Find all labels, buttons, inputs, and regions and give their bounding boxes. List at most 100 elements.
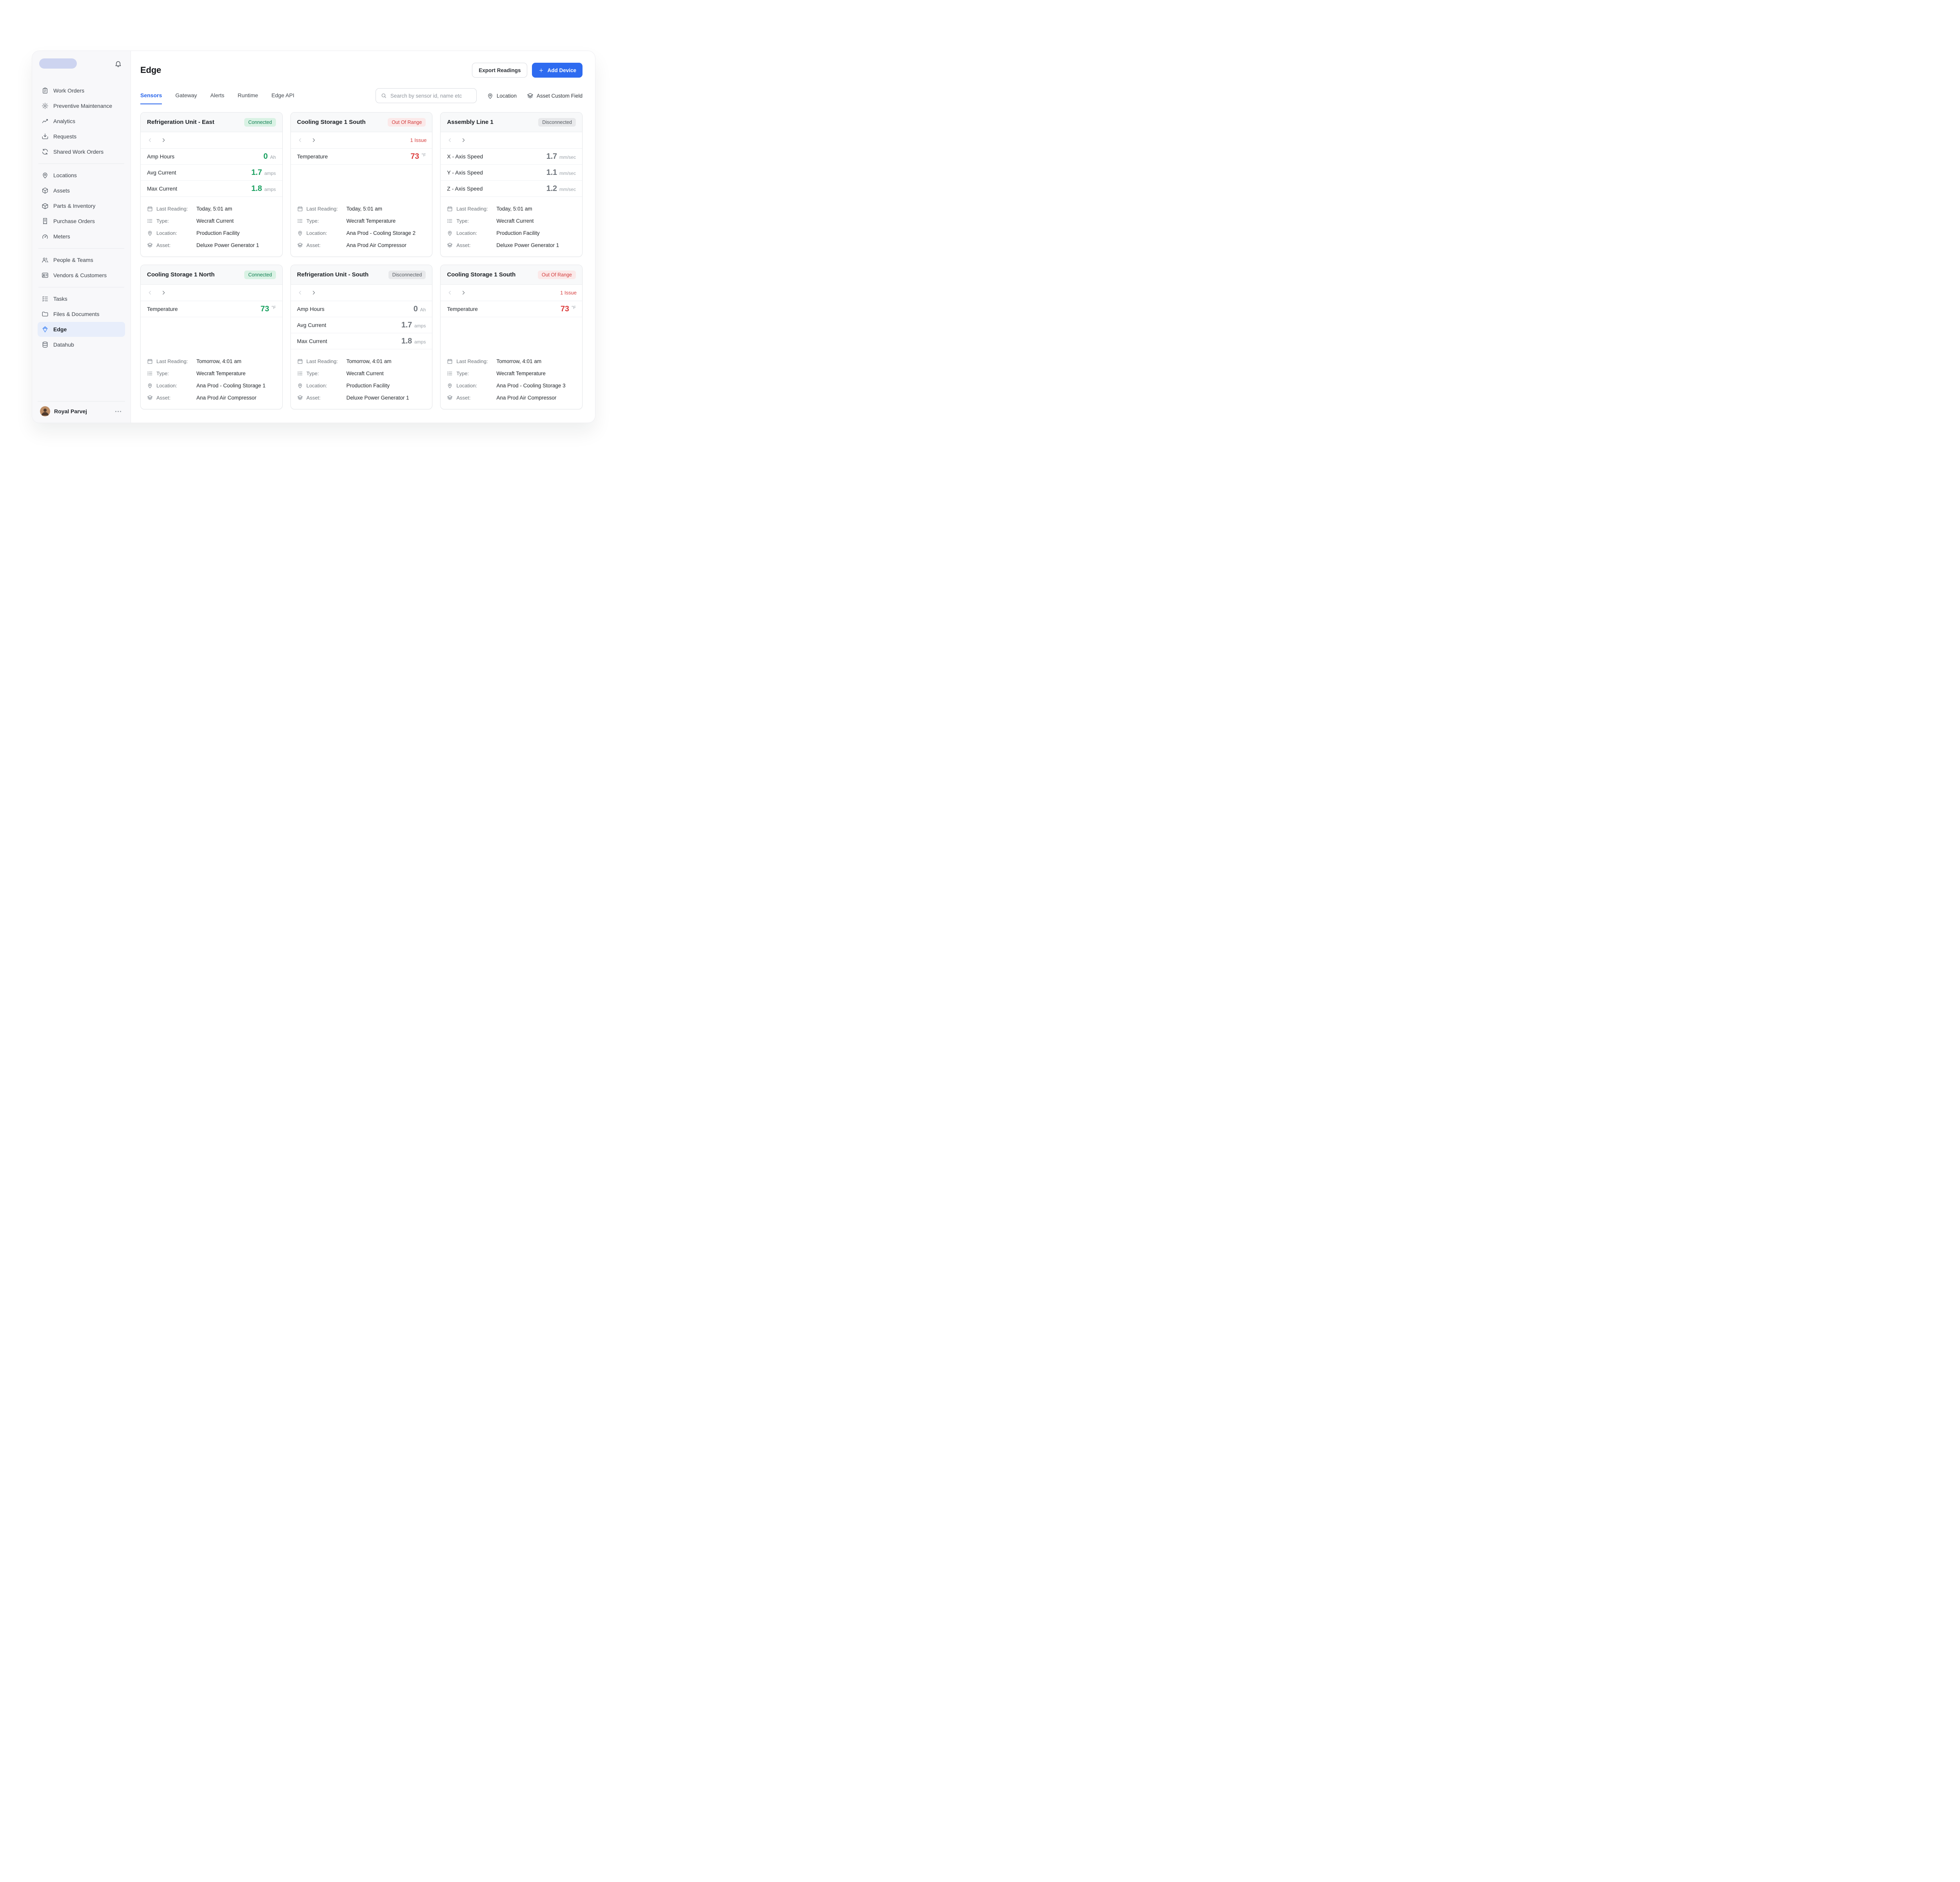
chevron-left-icon[interactable] — [146, 136, 154, 144]
user-name: Royal Parvej — [54, 408, 87, 414]
sidebar-item-label: Vendors & Customers — [53, 272, 107, 278]
sensor-card-refrigeration-unit-east: Refrigeration Unit - East Connected Amp … — [140, 112, 283, 257]
chevron-right-icon[interactable] — [310, 136, 318, 144]
location-pin-icon — [447, 230, 454, 236]
metric-row: X - Axis Speed 1.7 mm/sec — [441, 149, 582, 165]
metric-unit: °F — [271, 305, 276, 310]
sidebar-item-label: Meters — [53, 233, 70, 240]
tab-edge-api[interactable]: Edge API — [271, 92, 294, 98]
list-icon — [447, 218, 454, 224]
sidebar-item-parts-inventory[interactable]: Parts & Inventory — [38, 198, 125, 213]
sidebar-item-tasks[interactable]: Tasks — [38, 291, 125, 306]
sensor-card-assembly-line-1: Assembly Line 1 Disconnected X - Axis Sp… — [440, 112, 583, 257]
tab-gateway[interactable]: Gateway — [175, 92, 197, 98]
tab-sensors[interactable]: Sensors — [140, 87, 162, 104]
location-pin-icon — [447, 383, 454, 389]
status-badge: Connected — [244, 118, 276, 127]
sidebar-item-label: Work Orders — [53, 87, 85, 94]
chevron-left-icon[interactable] — [446, 289, 454, 296]
location-pin-icon — [147, 383, 154, 389]
sidebar-item-edge[interactable]: Edge — [38, 322, 125, 337]
asset-custom-field-filter[interactable]: Asset Custom Field — [527, 93, 583, 99]
metric-label: Max Current — [297, 338, 327, 344]
sidebar-item-files-documents[interactable]: Files & Documents — [38, 307, 125, 322]
metric-row: Max Current 1.8 amps — [141, 181, 282, 197]
notification-bell-icon[interactable] — [113, 58, 123, 69]
card-details: Last Reading: Tomorrow, 4:01 am Type: We… — [291, 351, 432, 409]
sidebar-item-locations[interactable]: Locations — [38, 168, 125, 183]
cube-icon — [42, 187, 49, 194]
sidebar-item-requests[interactable]: Requests — [38, 129, 125, 144]
card-header: Cooling Storage 1 North Connected — [141, 265, 282, 285]
metric-label: Y - Axis Speed — [447, 169, 483, 176]
card-carousel — [141, 132, 282, 149]
more-options-icon[interactable] — [114, 409, 123, 414]
sidebar-item-vendors-customers[interactable]: Vendors & Customers — [38, 268, 125, 283]
tabs: Sensors Gateway Alerts Runtime Edge API — [140, 87, 294, 104]
chevron-right-icon[interactable] — [310, 289, 318, 296]
sidebar-item-label: Files & Documents — [53, 311, 100, 317]
detail-row: Last Reading: Tomorrow, 4:01 am — [447, 355, 576, 367]
location-filter[interactable]: Location — [487, 93, 517, 99]
detail-row: Type: Wecraft Temperature — [147, 367, 276, 380]
sidebar-item-purchase-orders[interactable]: Purchase Orders — [38, 214, 125, 229]
card-header: Cooling Storage 1 South Out Of Range — [290, 113, 432, 132]
status-badge: Disconnected — [538, 118, 576, 127]
metric-value: 73 — [410, 152, 419, 161]
metric-label: Z - Axis Speed — [447, 185, 483, 192]
sidebar: Work Orders Preventive Maintenance Analy… — [32, 51, 131, 423]
sidebar-item-label: Datahub — [53, 342, 74, 348]
add-device-button[interactable]: Add Device — [532, 63, 583, 78]
detail-row: Asset: Ana Prod Air Compressor — [147, 392, 276, 404]
box-icon — [42, 202, 49, 209]
card-title: Refrigeration Unit - East — [147, 119, 214, 125]
layers-icon — [297, 242, 304, 248]
card-header: Assembly Line 1 Disconnected — [441, 113, 582, 132]
sidebar-item-people-teams[interactable]: People & Teams — [38, 253, 125, 267]
sensor-card-grid: Refrigeration Unit - East Connected Amp … — [140, 112, 583, 409]
sidebar-item-shared-work-orders[interactable]: Shared Work Orders — [38, 144, 125, 159]
chevron-left-icon[interactable] — [446, 136, 454, 144]
sidebar-item-analytics[interactable]: Analytics — [38, 114, 125, 129]
chevron-right-icon[interactable] — [460, 289, 467, 296]
chevron-left-icon[interactable] — [296, 289, 304, 296]
card-carousel — [441, 132, 582, 149]
chevron-left-icon[interactable] — [146, 289, 154, 296]
sidebar-item-label: Analytics — [53, 118, 76, 124]
sidebar-item-meters[interactable]: Meters — [38, 229, 125, 244]
detail-row: Type: Wecraft Temperature — [297, 215, 426, 227]
clipboard-icon — [42, 87, 49, 94]
search-box[interactable] — [375, 88, 477, 103]
issue-link[interactable]: 1 Issue — [410, 137, 427, 143]
export-readings-button[interactable]: Export Readings — [472, 63, 528, 78]
gem-icon — [42, 326, 49, 333]
sidebar-item-datahub[interactable]: Datahub — [38, 337, 125, 352]
issue-link[interactable]: 1 Issue — [560, 290, 577, 296]
tab-alerts[interactable]: Alerts — [210, 92, 225, 98]
status-badge: Connected — [244, 270, 276, 279]
list-icon — [297, 218, 304, 224]
sidebar-item-preventive-maintenance[interactable]: Preventive Maintenance — [38, 98, 125, 113]
detail-row: Type: Wecraft Current — [147, 215, 276, 227]
search-input[interactable] — [390, 93, 472, 99]
tab-runtime[interactable]: Runtime — [238, 92, 258, 98]
metric-row: Temperature 73 °F — [441, 301, 582, 317]
main-content: Edge Export Readings Add Device Sensors … — [131, 51, 595, 423]
card-carousel: 1 Issue — [290, 132, 432, 149]
chevron-right-icon[interactable] — [460, 136, 467, 144]
layers-icon — [447, 395, 454, 401]
calendar-icon — [297, 206, 304, 212]
metric-value: 73 — [260, 304, 269, 313]
chevron-left-icon[interactable] — [296, 136, 304, 144]
chevron-right-icon[interactable] — [160, 136, 167, 144]
metric-label: Avg Current — [147, 169, 176, 176]
calendar-icon — [147, 206, 154, 212]
sidebar-item-work-orders[interactable]: Work Orders — [38, 83, 125, 98]
id-badge-icon — [42, 272, 49, 279]
chevron-right-icon[interactable] — [160, 289, 167, 296]
metric-value: 1.7 — [251, 168, 262, 177]
sidebar-item-label: People & Teams — [53, 257, 93, 263]
detail-row: Location: Production Facility — [147, 227, 276, 239]
metric-label: Temperature — [447, 306, 478, 312]
sidebar-item-assets[interactable]: Assets — [38, 183, 125, 198]
